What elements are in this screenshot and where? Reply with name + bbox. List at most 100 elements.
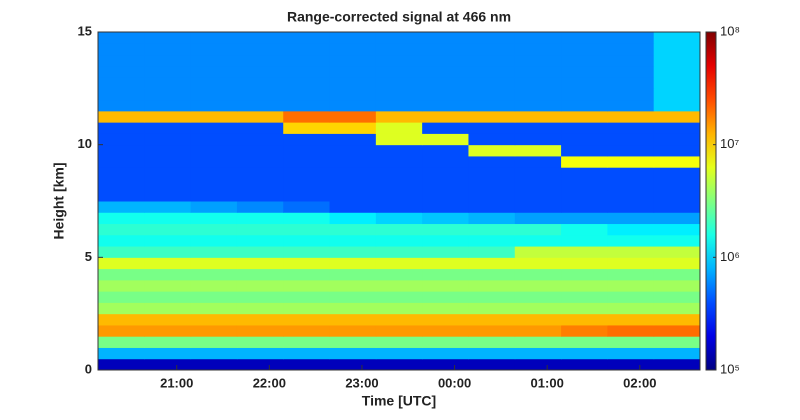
heatmap-cell (514, 32, 562, 44)
heatmap-cell (144, 358, 192, 371)
heatmap-cell (468, 88, 516, 101)
heatmap-cell (329, 133, 377, 146)
heatmap-cell (190, 54, 238, 67)
heatmap-cell (144, 133, 192, 146)
heatmap-cell (514, 144, 562, 157)
heatmap-cell (236, 167, 284, 179)
heatmap-cell (144, 155, 192, 168)
heatmap-cell (561, 43, 608, 56)
heatmap-cell (283, 223, 331, 236)
heatmap-cell (329, 302, 377, 315)
heatmap-cell (98, 77, 145, 89)
heatmap-cell (514, 88, 562, 101)
heatmap-cell (468, 32, 516, 44)
heatmap-cell (190, 313, 238, 326)
heatmap-cell (375, 324, 423, 337)
heatmap-cell (283, 246, 331, 258)
heatmap-cell (653, 302, 701, 315)
heatmap-cell (422, 54, 469, 67)
heatmap-cell (144, 110, 192, 123)
heatmap-cell (236, 223, 284, 236)
heatmap-cell (236, 65, 284, 78)
heatmap-cell (144, 347, 192, 360)
heatmap-cell (468, 122, 516, 134)
heatmap-cell (561, 291, 608, 303)
heatmap-cell (422, 77, 469, 89)
heatmap-cell (375, 133, 423, 146)
y-tick-label: 5 (85, 249, 92, 264)
heatmap-cell (653, 279, 701, 292)
heatmap-cell (144, 234, 192, 247)
colorbar (705, 31, 717, 371)
heatmap-cell (607, 122, 655, 134)
heatmap-cell (561, 347, 608, 360)
heatmap-cell (144, 201, 192, 213)
heatmap-cell (329, 99, 377, 112)
heatmap-cell (514, 167, 562, 179)
heatmap-cell (283, 257, 331, 270)
heatmap-cell (653, 155, 701, 168)
heatmap-cell (468, 201, 516, 213)
heatmap-cell (283, 43, 331, 56)
heatmap-cell (98, 279, 145, 292)
heatmap-cell (190, 268, 238, 281)
heatmap-cell (375, 32, 423, 44)
heatmap-cell (514, 189, 562, 202)
colorbar-tick-label: 10⁷ (720, 136, 739, 151)
heatmap-cell (98, 189, 145, 202)
heatmap-cell (653, 291, 701, 303)
heatmap-cell (190, 234, 238, 247)
heatmap-cell (561, 223, 608, 236)
heatmap-cell (375, 212, 423, 225)
heatmap-cell (468, 212, 516, 225)
heatmap-cell (422, 155, 469, 168)
heatmap-cell (422, 291, 469, 303)
heatmap-cell (607, 189, 655, 202)
heatmap-cell (329, 257, 377, 270)
heatmap-cell (607, 246, 655, 258)
heatmap-cell (653, 268, 701, 281)
x-tick-label: 02:00 (623, 375, 656, 390)
heatmap-cell (561, 167, 608, 179)
heatmap-cell (329, 358, 377, 371)
heatmap-cell (283, 122, 331, 134)
heatmap-cell (468, 291, 516, 303)
heatmap-cell (98, 155, 145, 168)
heatmap-cell (375, 358, 423, 371)
heatmap-cell (422, 133, 469, 146)
heatmap-cell (653, 212, 701, 225)
heatmap-cell (329, 246, 377, 258)
heatmap-cell (236, 77, 284, 89)
heatmap-cell (653, 347, 701, 360)
heatmap-cell (98, 43, 145, 56)
heatmap-cell (561, 122, 608, 134)
heatmap (98, 32, 701, 371)
heatmap-cell (422, 99, 469, 112)
heatmap-cell (190, 189, 238, 202)
heatmap-cell (468, 358, 516, 371)
heatmap-cell (514, 223, 562, 236)
heatmap-cell (190, 347, 238, 360)
heatmap-cell (514, 313, 562, 326)
heatmap-cell (607, 77, 655, 89)
heatmap-cell (422, 302, 469, 315)
heatmap-cell (283, 99, 331, 112)
heatmap-cell (561, 358, 608, 371)
heatmap-cell (653, 324, 701, 337)
heatmap-cell (514, 178, 562, 191)
heatmap-cell (283, 279, 331, 292)
heatmap-cell (283, 189, 331, 202)
heatmap-cell (375, 88, 423, 101)
heatmap-cell (514, 99, 562, 112)
heatmap-cell (190, 122, 238, 134)
heatmap-cell (422, 189, 469, 202)
heatmap-cell (190, 336, 238, 348)
heatmap-cell (514, 347, 562, 360)
heatmap-cell (468, 268, 516, 281)
heatmap-cell (144, 257, 192, 270)
heatmap-cell (422, 88, 469, 101)
heatmap-cell (329, 313, 377, 326)
heatmap-cell (422, 257, 469, 270)
heatmap-cell (283, 110, 331, 123)
